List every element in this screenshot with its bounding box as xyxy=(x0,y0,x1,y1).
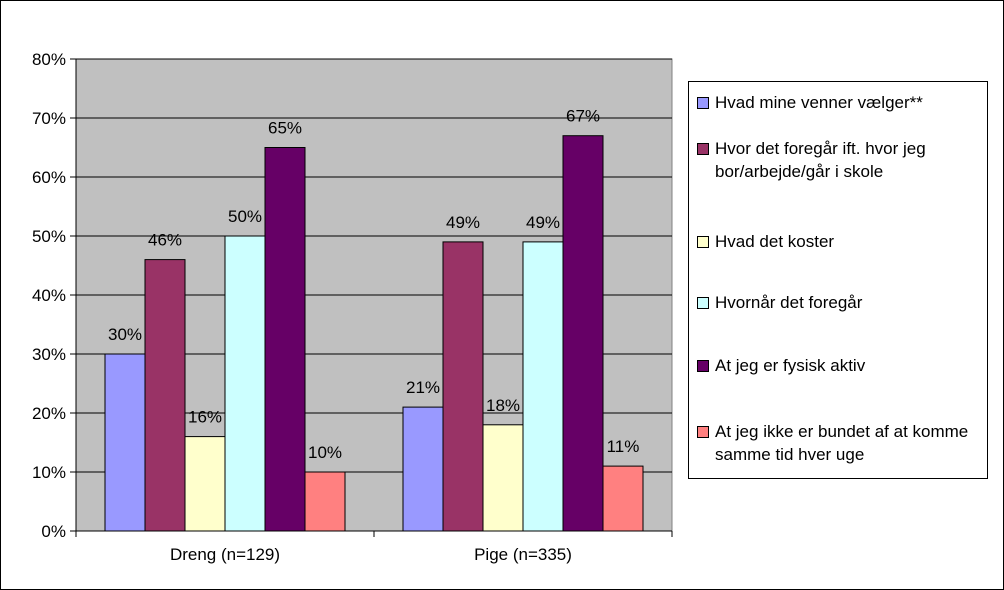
legend-item: At jeg er fysisk aktiv xyxy=(697,354,983,377)
data-label: 16% xyxy=(188,408,222,427)
y-tick-label: 70% xyxy=(32,109,66,128)
y-tick-label: 0% xyxy=(41,522,66,541)
legend-item: Hvornår det foregår xyxy=(697,291,983,314)
bar xyxy=(482,424,524,532)
axes: 0% 10% 20% 30% 40% 50% 60% 70% 80% Dreng (n=129) P… xyxy=(32,50,673,564)
legend-item: Hvad mine venner vælger** xyxy=(697,91,983,114)
data-label: 50% xyxy=(228,207,262,226)
y-tick-label: 40% xyxy=(32,286,66,305)
legend-swatch xyxy=(697,360,709,372)
bar xyxy=(304,471,346,532)
data-label: 10% xyxy=(308,443,342,462)
legend-label: Hvad mine venner vælger** xyxy=(715,93,923,112)
legend-item: Hvad det koster xyxy=(697,230,983,253)
y-tick-label: 30% xyxy=(32,345,66,364)
data-label: 11% xyxy=(607,437,640,456)
y-tick-label: 10% xyxy=(32,463,66,482)
bar xyxy=(104,353,146,532)
data-label: 21% xyxy=(406,378,440,397)
legend-label: Hvad det koster xyxy=(715,232,835,251)
y-tick-label: 50% xyxy=(32,227,66,246)
legend-swatch xyxy=(697,143,709,155)
legend-label: At jeg ikke er bundet af at komme samme … xyxy=(715,422,969,464)
data-label: 18% xyxy=(486,396,520,415)
data-label: 30% xyxy=(108,325,142,344)
x-tick-label: Pige (n=335) xyxy=(474,545,572,564)
data-label: 49% xyxy=(526,213,560,232)
bars xyxy=(104,135,644,532)
legend-label: Hvor det foregår ift. hvor jeg bor/arbej… xyxy=(715,139,926,181)
bar xyxy=(264,147,306,532)
legend-swatch xyxy=(697,297,709,309)
bar xyxy=(224,235,266,532)
y-tick-label: 80% xyxy=(32,50,66,69)
data-labels: 30% 46% 16% 50% 65% 10% 21% 49% 18% 49% 67% 11% xyxy=(108,107,639,462)
legend-item: At jeg ikke er bundet af at komme samme … xyxy=(697,420,983,466)
legend-swatch xyxy=(697,236,709,248)
bar xyxy=(522,241,564,532)
y-tick-label: 60% xyxy=(32,168,66,187)
bar xyxy=(602,465,644,532)
legend: Hvad mine venner vælger** Hvor det foregå… xyxy=(688,81,988,479)
legend-item: Hvor det foregår ift. hvor jeg bor/arbej… xyxy=(697,137,983,183)
y-tick-label: 20% xyxy=(32,404,66,423)
legend-label: Hvornår det foregår xyxy=(715,293,863,312)
legend-label: At jeg er fysisk aktiv xyxy=(715,356,866,375)
data-label: 67% xyxy=(566,107,600,126)
bar xyxy=(144,259,186,532)
bar xyxy=(442,241,484,532)
legend-swatch xyxy=(697,426,709,438)
bar xyxy=(562,135,604,532)
data-label: 46% xyxy=(148,231,182,250)
data-label: 65% xyxy=(268,119,302,138)
data-label: 49% xyxy=(446,213,480,232)
bar xyxy=(402,406,444,532)
legend-swatch xyxy=(697,97,709,109)
bar xyxy=(184,436,226,532)
x-tick-label: Dreng (n=129) xyxy=(170,545,280,564)
